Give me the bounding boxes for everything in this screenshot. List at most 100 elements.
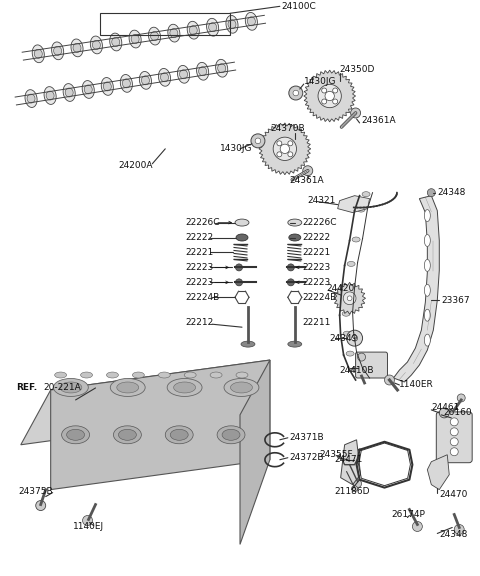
Ellipse shape (236, 372, 248, 378)
Ellipse shape (132, 372, 144, 378)
Circle shape (347, 296, 352, 301)
Text: 24461: 24461 (432, 403, 460, 412)
Text: 22221: 22221 (303, 248, 331, 257)
Ellipse shape (352, 237, 360, 242)
Polygon shape (216, 59, 228, 77)
Polygon shape (103, 82, 111, 91)
Text: 22223: 22223 (303, 278, 331, 287)
Text: 1430JG: 1430JG (304, 77, 336, 86)
Polygon shape (206, 18, 219, 36)
Polygon shape (158, 69, 170, 86)
Text: 24361A: 24361A (361, 116, 396, 126)
Ellipse shape (424, 210, 431, 222)
Circle shape (277, 152, 282, 157)
Text: 22224B: 22224B (303, 293, 337, 302)
Circle shape (412, 521, 422, 532)
Text: 22226C: 22226C (303, 218, 337, 227)
Circle shape (333, 88, 337, 93)
Circle shape (427, 189, 435, 196)
Circle shape (318, 84, 341, 108)
Polygon shape (63, 84, 75, 101)
Ellipse shape (342, 311, 350, 316)
Ellipse shape (241, 341, 255, 347)
Polygon shape (27, 94, 35, 103)
Text: 24348: 24348 (439, 530, 468, 539)
Polygon shape (71, 39, 83, 57)
Polygon shape (21, 360, 270, 445)
Circle shape (236, 279, 242, 286)
Ellipse shape (167, 378, 202, 396)
Polygon shape (187, 21, 199, 39)
Text: 26174P: 26174P (392, 510, 425, 519)
Ellipse shape (289, 234, 301, 241)
Text: 24470: 24470 (439, 490, 468, 499)
Ellipse shape (170, 429, 188, 440)
Ellipse shape (165, 426, 193, 444)
Circle shape (288, 141, 293, 146)
Text: 24471: 24471 (335, 455, 363, 464)
Circle shape (322, 99, 327, 104)
Ellipse shape (424, 234, 431, 247)
FancyBboxPatch shape (436, 412, 472, 463)
Polygon shape (112, 37, 120, 47)
Circle shape (352, 335, 358, 341)
Text: 24410B: 24410B (340, 366, 374, 374)
Circle shape (293, 90, 299, 96)
Circle shape (347, 330, 362, 346)
Ellipse shape (210, 372, 222, 378)
Polygon shape (51, 360, 270, 490)
Ellipse shape (346, 351, 354, 356)
Polygon shape (341, 440, 360, 484)
Ellipse shape (67, 429, 84, 440)
Ellipse shape (235, 219, 249, 226)
Polygon shape (170, 29, 178, 37)
Text: 1140ER: 1140ER (399, 381, 434, 389)
Circle shape (384, 375, 395, 385)
Polygon shape (131, 35, 139, 44)
Ellipse shape (288, 219, 302, 226)
Text: 24350D: 24350D (340, 65, 375, 74)
Polygon shape (120, 74, 132, 92)
Text: 23367: 23367 (441, 296, 470, 305)
Polygon shape (228, 20, 236, 29)
Text: 24372B: 24372B (290, 453, 324, 462)
Polygon shape (34, 50, 42, 58)
Ellipse shape (53, 378, 88, 396)
Text: 24355F: 24355F (320, 450, 353, 459)
Text: 22223: 22223 (185, 263, 214, 272)
Text: 24371B: 24371B (290, 433, 324, 442)
Circle shape (439, 408, 449, 418)
Polygon shape (25, 90, 37, 108)
Ellipse shape (107, 372, 119, 378)
Circle shape (288, 264, 294, 271)
Ellipse shape (357, 207, 365, 212)
Polygon shape (44, 86, 56, 104)
Ellipse shape (224, 378, 259, 396)
Circle shape (236, 264, 242, 271)
Polygon shape (52, 42, 64, 60)
Polygon shape (180, 70, 188, 79)
Ellipse shape (117, 382, 139, 393)
Ellipse shape (344, 286, 352, 291)
Polygon shape (148, 27, 160, 45)
Text: 22221: 22221 (185, 248, 214, 257)
Text: 22224B: 22224B (185, 293, 219, 302)
Text: 24361A: 24361A (290, 176, 324, 185)
Circle shape (288, 152, 293, 157)
Ellipse shape (352, 366, 360, 372)
Polygon shape (101, 78, 113, 95)
Polygon shape (46, 91, 54, 100)
Polygon shape (142, 76, 149, 85)
Circle shape (333, 99, 337, 104)
Circle shape (36, 501, 46, 510)
Circle shape (255, 138, 261, 143)
Polygon shape (122, 79, 131, 88)
Text: 24321: 24321 (308, 196, 336, 205)
Text: 22223: 22223 (303, 263, 331, 272)
Circle shape (450, 448, 458, 456)
Polygon shape (247, 17, 255, 26)
Text: 22211: 22211 (303, 318, 331, 327)
Circle shape (288, 279, 294, 286)
Ellipse shape (119, 429, 136, 440)
Ellipse shape (424, 334, 431, 346)
